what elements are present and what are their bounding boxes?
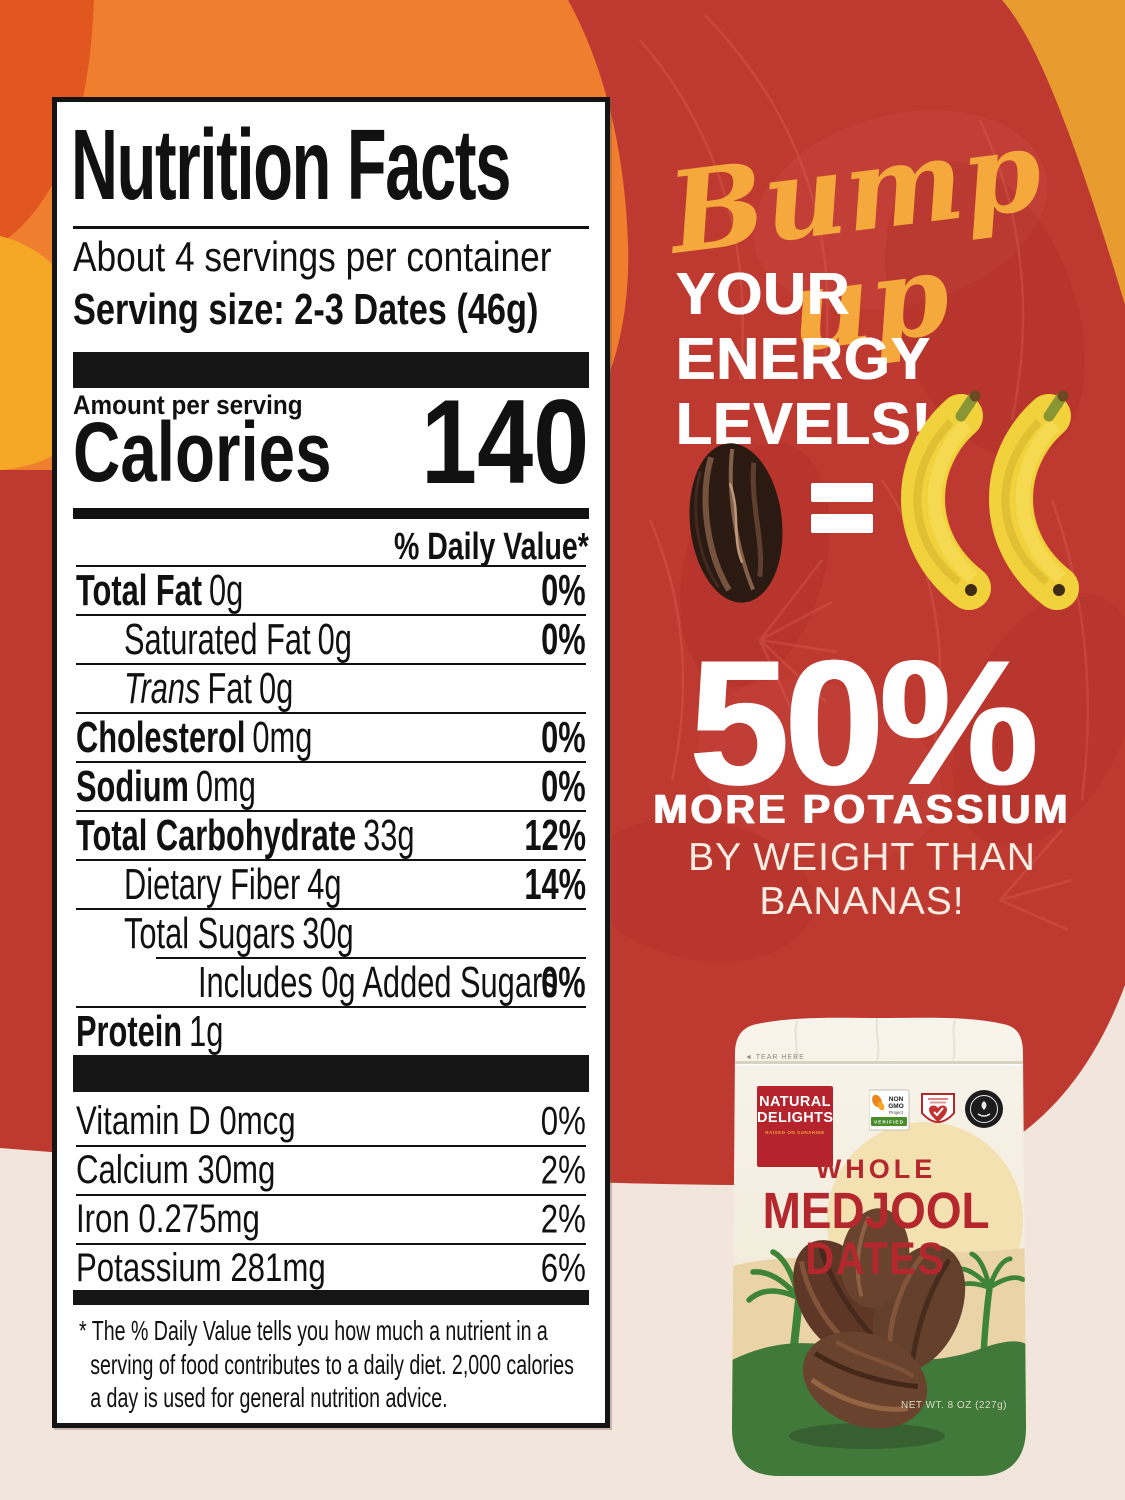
divider bbox=[76, 908, 586, 910]
promo-headline-line1: YOUR ENERGY bbox=[676, 261, 932, 392]
glyphosate-free-badge-icon bbox=[965, 1090, 1003, 1128]
nutrient-rows: Total Fat 0g 0% Saturated Fat 0g 0% Trans F… bbox=[76, 565, 586, 1056]
table-row: Cholesterol 0mg 0% bbox=[76, 712, 586, 762]
equals-sign bbox=[811, 483, 873, 533]
banana-icon bbox=[901, 390, 991, 610]
calories-row: Calories 140 bbox=[73, 382, 589, 502]
divider bbox=[76, 663, 586, 665]
divider bbox=[76, 810, 586, 812]
svg-text:Project: Project bbox=[889, 1110, 904, 1115]
serving-size: Serving size: 2-3 Dates (46g) bbox=[73, 285, 539, 334]
calories-value: 140 bbox=[420, 375, 589, 509]
servings-per-container: About 4 servings per container bbox=[73, 233, 552, 280]
stat-subline2: BANANAS! bbox=[759, 880, 965, 923]
table-row: Protein 1g bbox=[76, 1006, 224, 1056]
nutrition-facts-title: Nutrition Facts bbox=[71, 109, 511, 221]
net-weight: NET WT. 8 OZ (227g) bbox=[900, 1400, 1007, 1411]
tear-here-note: ◄ TEAR HERE bbox=[745, 1054, 805, 1061]
product-name-line1: WHOLE bbox=[815, 1154, 937, 1184]
promo-headline: YOUR ENERGY LEVELS! bbox=[676, 262, 1116, 457]
nutrition-facts-label: Nutrition Facts About 4 servings per con… bbox=[52, 97, 610, 1428]
bag-graphic bbox=[732, 1017, 1026, 1477]
divider bbox=[76, 1145, 586, 1147]
table-row: Total Carbohydrate 33g 12% bbox=[76, 810, 586, 860]
thick-divider bbox=[73, 352, 589, 388]
table-row: Sodium 0mg 0% bbox=[76, 761, 586, 811]
divider bbox=[76, 565, 586, 567]
dates-cluster-image bbox=[789, 1208, 966, 1449]
stat-value: 50% bbox=[689, 623, 1038, 822]
bag-zipper bbox=[732, 1061, 1026, 1064]
bag-zipper-highlight bbox=[732, 1064, 1026, 1066]
date-image bbox=[689, 443, 783, 603]
micronutrient-rows: Vitamin D 0mcg 0% Calcium 30mg 2% Iron 0… bbox=[76, 1098, 586, 1292]
table-row: Total Sugars 30g bbox=[124, 908, 354, 958]
table-row: Calcium 30mg 2% bbox=[76, 1148, 586, 1192]
table-row: Vitamin D 0mcg 0% bbox=[76, 1099, 586, 1143]
amount-per-serving: Amount per serving bbox=[73, 390, 303, 420]
brand-logo: NATURAL DELIGHTS RAISED ON SUNSHINE bbox=[757, 1086, 833, 1167]
table-row: Potassium 281mg 6% bbox=[76, 1246, 586, 1290]
divider bbox=[76, 614, 586, 616]
table-row: Saturated Fat 0g 0% bbox=[124, 614, 586, 664]
product-name-line3: DATES bbox=[805, 1233, 947, 1284]
bag-crinkles bbox=[794, 1017, 956, 1061]
daily-value-footnote: * The % Daily Value tells you how much a… bbox=[79, 1315, 574, 1414]
brand-tagline: RAISED ON SUNSHINE bbox=[765, 1130, 825, 1136]
divider bbox=[76, 859, 586, 861]
table-row: Dietary Fiber 4g 14% bbox=[124, 859, 586, 909]
thick-divider bbox=[73, 1290, 589, 1305]
background-dark-orange-corner bbox=[0, 0, 94, 244]
divider bbox=[76, 1243, 586, 1245]
non-gmo-badge-icon: NON GMO Project VERIFIED bbox=[869, 1089, 910, 1131]
product-bag: ◄ TEAR HERE NATURAL DELIGHTS RAISED ON S… bbox=[727, 1008, 1031, 1482]
date-equals-bananas-graphic bbox=[689, 390, 1079, 610]
banana-icon bbox=[989, 390, 1079, 610]
table-row: Trans Fat 0g bbox=[124, 663, 294, 713]
divider bbox=[73, 508, 589, 519]
svg-text:NON: NON bbox=[889, 1096, 904, 1103]
table-row: Total Fat 0g 0% bbox=[76, 565, 586, 615]
promo-headline-line2: LEVELS! bbox=[676, 390, 933, 457]
stat-subline1: BY WEIGHT THAN bbox=[688, 836, 1036, 879]
product-name-line2: MEDJOOL bbox=[762, 1182, 990, 1239]
brand-name-line1: NATURAL bbox=[759, 1094, 831, 1110]
brand-name-line2: DELIGHTS bbox=[757, 1109, 834, 1126]
certification-badges: NON GMO Project VERIFIED bbox=[869, 1089, 1003, 1131]
table-row: Includes 0g Added Sugars 0% bbox=[198, 957, 586, 1007]
stat-label: MORE POTASSIUM bbox=[653, 786, 1071, 832]
calories-label: Calories bbox=[73, 405, 332, 499]
background-amber-corner bbox=[1002, 0, 1125, 305]
divider bbox=[76, 1006, 586, 1008]
divider bbox=[76, 712, 586, 714]
divider bbox=[156, 957, 586, 959]
heart-check-badge-icon bbox=[921, 1093, 955, 1123]
thick-divider bbox=[73, 1055, 589, 1092]
table-row: Iron 0.275mg 2% bbox=[76, 1197, 586, 1241]
divider bbox=[73, 226, 589, 229]
svg-text:VERIFIED: VERIFIED bbox=[874, 1120, 904, 1126]
divider bbox=[76, 761, 586, 763]
svg-text:GMO: GMO bbox=[888, 1103, 904, 1110]
divider bbox=[76, 1194, 586, 1196]
daily-value-header: % Daily Value* bbox=[394, 526, 589, 568]
